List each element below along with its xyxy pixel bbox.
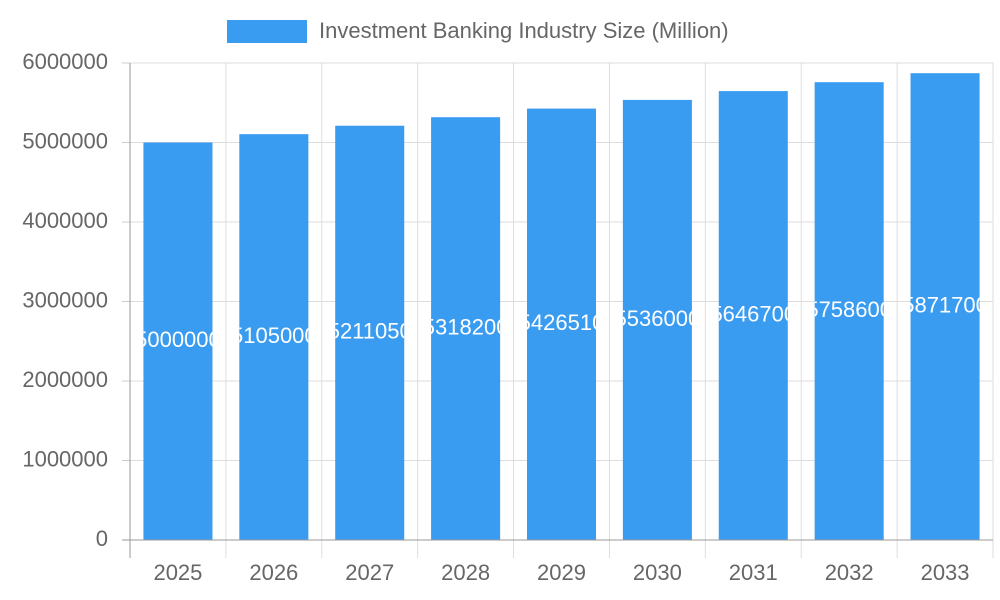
data-label: 5871700	[902, 292, 988, 317]
bar	[143, 142, 213, 540]
y-tick-label: 1000000	[22, 446, 108, 471]
x-tick-label: 2028	[441, 560, 490, 585]
x-tick-label: 2029	[537, 560, 586, 585]
bar	[814, 82, 884, 541]
data-label: 5211050	[328, 319, 412, 344]
y-tick-label: 2000000	[22, 367, 108, 392]
legend-swatch	[227, 20, 307, 43]
x-tick-label: 2027	[345, 560, 394, 585]
bar	[622, 99, 692, 540]
y-tick-label: 4000000	[22, 208, 108, 233]
y-tick-label: 0	[96, 526, 108, 551]
bar	[526, 108, 597, 540]
x-tick-label: 2033	[921, 560, 970, 585]
legend-label: Investment Banking Industry Size (Millio…	[319, 18, 729, 43]
data-label: 5318200	[423, 314, 509, 339]
data-label: 5000000	[135, 327, 221, 352]
x-tick-label: 2031	[729, 560, 778, 585]
data-label: 5646700	[710, 301, 796, 326]
bar	[718, 91, 788, 541]
y-tick-label: 3000000	[22, 287, 108, 312]
data-label: 5105000	[231, 323, 317, 348]
y-tick-label: 5000000	[22, 128, 108, 153]
y-tick-label: 6000000	[22, 49, 108, 74]
bar	[431, 117, 501, 541]
x-tick-label: 2030	[633, 560, 682, 585]
data-label: 5426510	[519, 310, 605, 335]
x-tick-label: 2025	[153, 560, 202, 585]
bar	[239, 134, 309, 540]
data-label: 5536000	[615, 306, 701, 331]
bar	[910, 73, 980, 540]
data-label: 5758600	[806, 297, 892, 322]
x-tick-label: 2026	[249, 560, 298, 585]
bar	[335, 125, 405, 540]
x-tick-label: 2032	[825, 560, 874, 585]
